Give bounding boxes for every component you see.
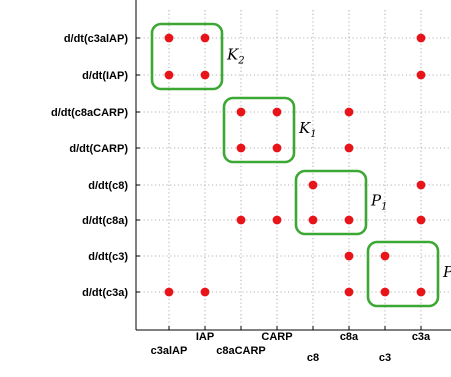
grid-lines <box>136 10 451 330</box>
data-points <box>164 33 426 297</box>
group-label-2: P1 <box>370 192 387 213</box>
x-tick-label-5: c8a <box>340 331 359 343</box>
point-c8a-d-dt-c3 <box>344 251 354 261</box>
x-tick-label-7: c3a <box>412 331 431 343</box>
point-c3a-d-dt-iap <box>416 70 426 80</box>
point-c8acarp-d-dt-carp <box>236 143 246 153</box>
point-c8a-d-dt-c8acarp <box>344 107 354 117</box>
y-tick-label-5: d/dt(c8a) <box>82 215 128 227</box>
x-tick-label-0: c3alAP <box>151 345 188 357</box>
point-c8a-d-dt-carp <box>344 143 354 153</box>
point-iap-d-dt-c3a <box>200 287 210 297</box>
point-iap-d-dt-c3alap <box>200 33 210 43</box>
x-tick-label-3: CARP <box>261 331 292 343</box>
point-carp-d-dt-carp <box>272 143 282 153</box>
group-label-0: K2 <box>226 46 245 67</box>
point-c3a-d-dt-c3a <box>416 287 426 297</box>
group-box-1 <box>222 96 296 164</box>
point-c3-d-dt-c3 <box>380 251 390 261</box>
point-carp-d-dt-c8acarp <box>272 107 282 117</box>
y-tick-label-4: d/dt(c8) <box>88 180 128 192</box>
group-label-1: K1 <box>298 119 317 140</box>
point-iap-d-dt-iap <box>200 70 210 80</box>
point-c3alap-d-dt-c3alap <box>164 33 174 43</box>
x-tick-label-2: c8aCARP <box>216 345 266 357</box>
point-c8acarp-d-dt-c8a <box>236 215 246 225</box>
group-box-0 <box>150 22 224 91</box>
point-c8-d-dt-c8a <box>308 215 318 225</box>
group-label-3: P <box>442 263 451 281</box>
point-c8a-d-dt-c8a <box>344 215 354 225</box>
group-box-2 <box>294 169 368 236</box>
x-tick-label-1: IAP <box>196 331 214 343</box>
y-tick-label-7: d/dt(c3a) <box>82 287 128 299</box>
group-boxes: K2 K1 P1 P <box>150 22 451 308</box>
y-tick-label-6: d/dt(c3) <box>88 251 128 263</box>
point-c3a-d-dt-c8a <box>416 215 426 225</box>
group-label-sub-0: 2 <box>237 56 244 67</box>
point-carp-d-dt-c8a <box>272 215 282 225</box>
point-c3alap-d-dt-c3a <box>164 287 174 297</box>
x-tick-label-6: c3 <box>379 352 391 364</box>
y-tick-label-2: d/dt(c8aCARP) <box>51 107 128 119</box>
group-label-sub-2: 1 <box>381 202 387 213</box>
point-c8-d-dt-c8 <box>308 180 318 190</box>
point-c3a-d-dt-c3alap <box>416 33 426 43</box>
group-box-3 <box>366 240 440 308</box>
y-tick-label-0: d/dt(c3alAP) <box>64 33 129 45</box>
point-c8a-d-dt-c3a <box>344 287 354 297</box>
point-c8acarp-d-dt-c8acarp <box>236 107 246 117</box>
point-c3-d-dt-c3a <box>380 287 390 297</box>
x-tick-label-4: c8 <box>307 352 319 364</box>
y-tick-label-3: d/dt(CARP) <box>69 143 128 155</box>
y-tick-label-1: d/dt(IAP) <box>82 70 128 82</box>
group-label-sub-1: 1 <box>310 129 316 140</box>
point-c3a-d-dt-c8 <box>416 180 426 190</box>
plot-frame <box>135 0 451 331</box>
point-c3alap-d-dt-iap <box>164 70 174 80</box>
y-tick-labels: d/dt(c3alAP) d/dt(IAP) d/dt(c8aCARP) d/dt(C… <box>51 33 128 299</box>
